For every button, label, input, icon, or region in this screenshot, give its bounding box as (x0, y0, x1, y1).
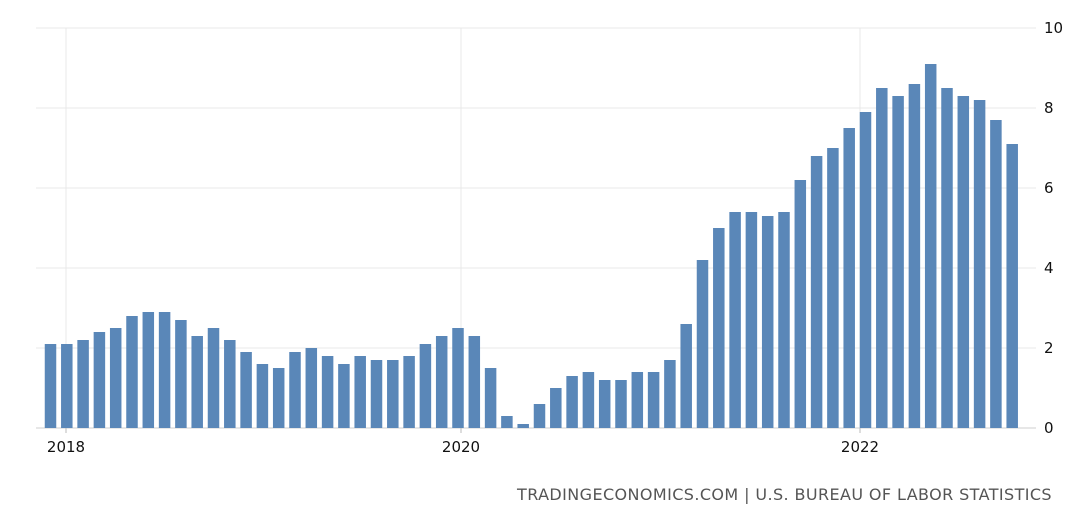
bar (827, 148, 839, 428)
bar (990, 120, 1002, 428)
y-tick-label: 2 (1044, 339, 1054, 357)
bar (452, 328, 464, 428)
bar (158, 312, 171, 428)
bar (240, 352, 252, 428)
bar (810, 156, 823, 428)
bar (924, 64, 937, 428)
bar (729, 212, 741, 428)
x-tick-label: 2020 (442, 438, 480, 456)
bar (207, 328, 220, 428)
bar (941, 88, 953, 428)
bar (109, 328, 122, 428)
bar (957, 96, 970, 428)
bar (713, 228, 725, 428)
bar (843, 128, 855, 428)
bar (256, 364, 269, 428)
bar (859, 112, 872, 428)
bar (61, 344, 73, 428)
y-axis-ticks: 0 2 4 6 8 10 (1044, 19, 1063, 437)
bar (191, 336, 203, 428)
bar (321, 356, 334, 428)
bar (501, 416, 513, 428)
bar (533, 404, 546, 428)
bar (794, 180, 807, 428)
bar (305, 348, 318, 428)
bar (892, 96, 904, 428)
bar (778, 212, 790, 428)
bar (631, 372, 644, 428)
bar (517, 424, 529, 428)
bar (973, 100, 986, 428)
source-attribution: TRADINGECONOMICS.COM | U.S. BUREAU OF LA… (516, 485, 1052, 504)
x-tick-label: 2022 (841, 438, 879, 456)
bar (419, 344, 432, 428)
y-tick-label: 10 (1044, 19, 1063, 37)
bar (484, 368, 497, 428)
bar (272, 368, 285, 428)
bar (175, 320, 187, 428)
x-axis-ticks: 2018 2020 2022 (47, 428, 879, 456)
y-tick-label: 8 (1044, 99, 1054, 117)
bar (1006, 144, 1018, 428)
bar (908, 84, 921, 428)
bar (876, 88, 888, 428)
bar (44, 344, 57, 428)
bar (338, 364, 350, 428)
bar (289, 352, 301, 428)
bar (126, 316, 138, 428)
bar (142, 312, 155, 428)
y-tick-label: 4 (1044, 259, 1054, 277)
bar (224, 340, 236, 428)
bar (370, 360, 383, 428)
bar (93, 332, 106, 428)
bar (761, 216, 774, 428)
bar (566, 376, 578, 428)
bar (468, 336, 481, 428)
bar (354, 356, 366, 428)
bar (598, 380, 611, 428)
bar (647, 372, 660, 428)
y-tick-label: 6 (1044, 179, 1054, 197)
bar (582, 372, 595, 428)
bar (696, 260, 709, 428)
x-tick-label: 2018 (47, 438, 85, 456)
bar (435, 336, 448, 428)
bar (550, 388, 562, 428)
bar (387, 360, 399, 428)
bar-series (44, 64, 1018, 428)
bar (77, 340, 89, 428)
y-tick-label: 0 (1044, 419, 1054, 437)
bar (680, 324, 692, 428)
bar (664, 360, 676, 428)
bar (615, 380, 627, 428)
bar (745, 212, 758, 428)
bar (403, 356, 415, 428)
